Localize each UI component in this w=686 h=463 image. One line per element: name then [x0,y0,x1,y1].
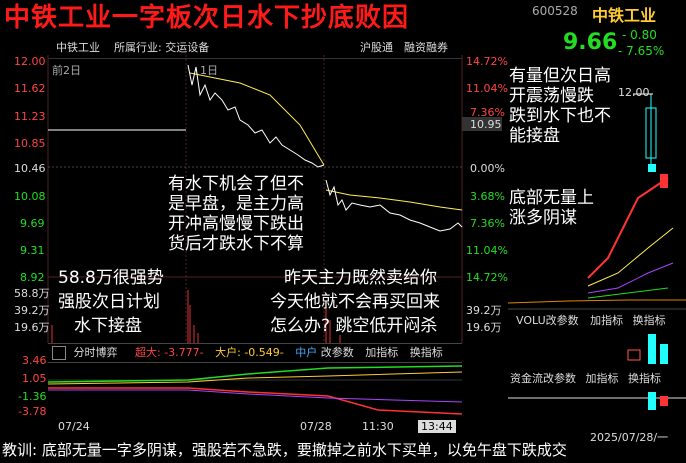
vol-left-2: 19.6万 [14,321,50,334]
intraday-chart[interactable] [0,55,505,345]
sub-label-5[interactable]: 加指标 [365,346,399,359]
vol-right-1: 19.6万 [466,321,502,334]
cap-tab[interactable]: 资金流改参数 [510,372,576,385]
y-right-6: 7.36% [470,217,505,230]
y-left-7: 9.31 [20,244,45,257]
y-left-5: 10.08 [14,190,46,203]
y-right-8: 14.72% [466,271,508,284]
right-volume-chart[interactable] [508,330,686,368]
y-right-5: 3.68% [470,190,505,203]
price-line-day2 [325,179,463,232]
right-date: 2025/07/28/一 [590,431,669,444]
sub-label-4[interactable]: 改参数 [320,346,354,359]
sub-label-1: 超大: -3.777- [135,346,204,359]
volume-bars [51,290,341,343]
y-left-3: 10.85 [14,137,46,150]
note-4: 58.8万很强势 强股次日计划 水下接盘 [58,268,164,336]
sub-indicator-bar: 分时博弈 超大: -3.777- 大户: -0.549- 中户 改参数 加指标 … [48,343,462,363]
tag-hsgt[interactable]: 沪股通 [360,41,393,54]
stock-code: 600528 [532,4,578,18]
y-left-4: 10.46 [14,162,46,175]
y-left-1: 11.62 [14,82,46,95]
sub-y-3: -3.78 [18,405,47,418]
price-line-day1 [187,64,325,168]
vol-left-0: 58.8万 [14,287,50,300]
right-price-label: 12.00 [618,86,650,99]
sub-label-3: 中户 [295,346,318,359]
vol-left-1: 39.2万 [14,304,50,317]
time-3: 13:44 [418,420,456,433]
note-5: 昨天主力既然卖给你 今天他就不会再买回来 怎么办? 跳空低开闷杀 [270,268,440,336]
vol-add[interactable]: 加指标 [590,314,624,327]
y-right-1: 11.04% [466,82,508,95]
y-left-8: 8.92 [20,271,45,284]
avg-line-day2 [325,189,463,211]
cap-change[interactable]: 换指标 [628,372,661,385]
y-left-6: 9.69 [20,217,45,230]
y-right-0: 14.72% [466,55,508,68]
day1-label: 1日 [200,64,218,77]
price-tag: 10.95 [470,118,502,131]
sub-indicator-chart[interactable] [48,362,462,416]
capital-flow-chart[interactable] [508,388,686,426]
sub-y-0: 3.46 [22,354,47,367]
y-left-2: 11.23 [14,110,46,123]
stock-price: 9.66 [563,30,618,55]
vol-right-0: 39.2万 [466,304,502,317]
tag-margin[interactable]: 融资融券 [404,41,448,54]
sub-label-2: 大户: -0.549- [215,346,284,359]
header-stock-name: 中铁工业 [56,41,100,54]
header-industry: 所属行业: 交运设备 [114,41,210,54]
avg-line-day1 [189,72,325,166]
cap-add[interactable]: 加指标 [585,372,619,385]
note-1: 有量但次日高 开震荡慢跌 跌到水下也不 能接盘 [509,66,611,146]
vol-tab-bar: VOLU改参数 加指标 换指标 [508,312,686,330]
page-title: 中铁工业一字板次日水下抄底败因 [4,3,410,33]
time-0: 07/24 [58,420,90,433]
y-left-0: 12.00 [14,55,46,68]
time-2: 11:30 [362,420,394,433]
vol-change[interactable]: 换指标 [632,314,666,327]
note-3: 有水下机会了但不 是早盘，是主力高 开冲高慢慢下跌出 货后才跌水下不算 [168,174,304,254]
y-right-2: 7.36% [470,106,505,119]
y-right-4: 0.00% [470,162,505,175]
stock-change-pct: - 7.65% [618,44,665,58]
prev-day-label: 前2日 [52,64,81,77]
stock-change: - 0.80 [622,28,657,42]
vol-tab[interactable]: VOLU改参数 [516,314,579,327]
y-right-7: 11.04% [466,244,508,257]
note-2: 底部无量上 涨多阴谋 [509,188,594,228]
cap-tab-bar: 资金流改参数 加指标 换指标 [508,370,686,388]
lesson-text: 教训: 底部无量一字多阴谋，强股若不急跌，要撤掉之前水下买单，以免午盘下跌成交 [2,441,567,459]
time-1: 07/28 [300,420,332,433]
chart-header: 中铁工业 所属行业: 交运设备 沪股通 融资融券 [48,38,462,59]
sub-label-0[interactable]: 分时博弈 [73,346,118,359]
sub-label-6[interactable]: 换指标 [409,346,443,359]
settings-icon[interactable] [52,346,66,360]
daily-kline-chart[interactable] [508,88,686,310]
stock-name: 中铁工业 [592,6,657,25]
sub-y-1: 1.05 [22,372,47,385]
sub-y-2: -1.36 [18,390,47,403]
